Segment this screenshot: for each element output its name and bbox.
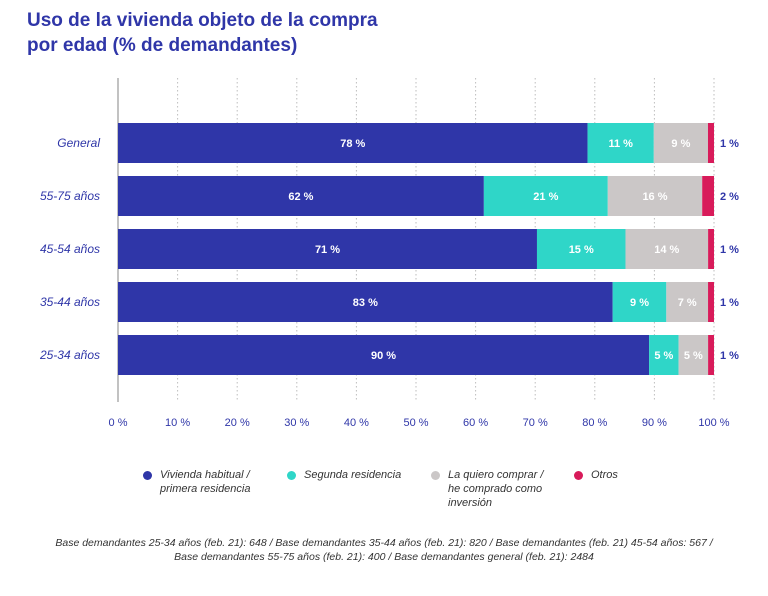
chart-title-line-1: Uso de la vivienda objeto de la compra xyxy=(27,10,378,31)
data-label-45-54-a-os-s2: 14 % xyxy=(654,244,679,256)
legend-label-inversion: La quiero comprar / he comprado como inv… xyxy=(448,469,544,509)
data-label-35-44-a-os-s0: 83 % xyxy=(353,297,378,309)
bar-segment-35-44-a-os-s3 xyxy=(708,282,714,322)
bar-segment-general-s3 xyxy=(707,123,714,163)
x-tick-label-0: 0 % xyxy=(109,417,128,429)
bar-segment-55-75-a-os-s1 xyxy=(483,176,608,216)
bar-segment-general-s0 xyxy=(118,123,588,163)
bar-segment-45-54-a-os-s2 xyxy=(625,229,709,269)
x-tick-label-100: 100 % xyxy=(698,417,729,429)
legend-dot-inversion-icon xyxy=(431,471,440,480)
category-label-general: General xyxy=(57,136,100,150)
legend-dot-otros-icon xyxy=(574,471,583,480)
data-label-general-s3: 1 % xyxy=(720,138,739,150)
footnote-line-1: Base demandantes 25-34 años (feb. 21): 6… xyxy=(55,537,713,549)
x-tick-label-40: 40 % xyxy=(344,417,369,429)
bar-segment-general-s2 xyxy=(653,123,708,163)
bar-segment-35-44-a-os-s1 xyxy=(612,282,667,322)
data-label-55-75-a-os-s2: 16 % xyxy=(642,191,667,203)
footnote-line-2: Base demandantes 55-75 años (feb. 21): 4… xyxy=(174,551,594,563)
chart-title-line-2: por edad (% de demandantes) xyxy=(27,35,298,56)
bar-segment-45-54-a-os-s0 xyxy=(118,229,537,269)
category-label-45-54-a-os: 45-54 años xyxy=(40,242,100,256)
legend: Vivienda habitual / primera residencia S… xyxy=(0,468,768,518)
x-tick-label-30: 30 % xyxy=(284,417,309,429)
data-label-general-s1: 11 % xyxy=(608,138,633,150)
bar-segment-55-75-a-os-s3 xyxy=(702,176,714,216)
bar-segment-25-34-a-os-s1 xyxy=(649,335,679,375)
bar-segment-55-75-a-os-s0 xyxy=(118,176,484,216)
data-label-45-54-a-os-s3: 1 % xyxy=(720,244,739,256)
legend-dot-vivienda-habitual-icon xyxy=(143,471,152,480)
x-tick-label-20: 20 % xyxy=(225,417,250,429)
data-label-45-54-a-os-s0: 71 % xyxy=(315,244,340,256)
legend-label-vivienda-habitual: Vivienda habitual / primera residencia xyxy=(160,469,251,495)
bar-segment-general-s1 xyxy=(587,123,654,163)
bar-segment-35-44-a-os-s0 xyxy=(118,282,613,322)
legend-item-segunda-residencia: Segunda residencia xyxy=(287,468,401,482)
data-label-35-44-a-os-s3: 1 % xyxy=(720,297,739,309)
data-label-general-s0: 78 % xyxy=(340,138,365,150)
data-label-55-75-a-os-s1: 21 % xyxy=(533,191,558,203)
bar-segment-25-34-a-os-s2 xyxy=(678,335,709,375)
x-tick-label-70: 70 % xyxy=(523,417,548,429)
category-label-35-44-a-os: 35-44 años xyxy=(40,295,100,309)
x-tick-label-60: 60 % xyxy=(463,417,488,429)
x-tick-label-80: 80 % xyxy=(582,417,607,429)
category-label-25-34-a-os: 25-34 años xyxy=(39,348,100,362)
data-label-55-75-a-os-s3: 2 % xyxy=(720,191,739,203)
legend-item-inversion: La quiero comprar / he comprado como inv… xyxy=(431,468,543,510)
bar-segment-45-54-a-os-s3 xyxy=(708,229,714,269)
data-label-25-34-a-os-s2: 5 % xyxy=(684,350,703,362)
data-label-45-54-a-os-s1: 15 % xyxy=(569,244,594,256)
data-label-25-34-a-os-s0: 90 % xyxy=(371,350,396,362)
legend-item-vivienda-habitual: Vivienda habitual / primera residencia xyxy=(143,468,250,496)
x-tick-label-50: 50 % xyxy=(403,417,428,429)
legend-label-otros: Otros xyxy=(591,469,618,481)
legend-item-otros: Otros xyxy=(574,468,618,482)
footnote: Base demandantes 25-34 años (feb. 21): 6… xyxy=(20,536,748,564)
data-label-35-44-a-os-s2: 7 % xyxy=(678,297,697,309)
legend-label-segunda-residencia: Segunda residencia xyxy=(304,469,402,481)
bar-segment-35-44-a-os-s2 xyxy=(666,282,709,322)
data-label-general-s2: 9 % xyxy=(671,138,690,150)
data-label-25-34-a-os-s3: 1 % xyxy=(720,350,739,362)
bar-segment-55-75-a-os-s2 xyxy=(607,176,703,216)
chart-title: Uso de la vivienda objeto de la compra p… xyxy=(27,8,378,58)
x-tick-label-10: 10 % xyxy=(165,417,190,429)
bar-segment-25-34-a-os-s3 xyxy=(708,335,714,375)
legend-dot-segunda-residencia-icon xyxy=(287,471,296,480)
bar-segment-25-34-a-os-s0 xyxy=(118,335,650,375)
data-label-25-34-a-os-s1: 5 % xyxy=(654,350,673,362)
data-label-35-44-a-os-s1: 9 % xyxy=(630,297,649,309)
category-label-55-75-a-os: 55-75 años xyxy=(40,189,100,203)
bar-segment-45-54-a-os-s1 xyxy=(536,229,626,269)
data-label-55-75-a-os-s0: 62 % xyxy=(288,191,313,203)
x-tick-label-90: 90 % xyxy=(642,417,667,429)
